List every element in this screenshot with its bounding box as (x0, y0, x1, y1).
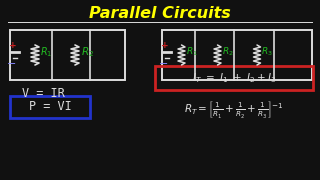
Bar (155, 66, 313, 90)
Text: P = VI: P = VI (28, 100, 71, 114)
Text: $I_T\ =\ I_1\ +\ I_2 + I_3$: $I_T\ =\ I_1\ +\ I_2 + I_3$ (192, 71, 276, 85)
Text: $R_2$: $R_2$ (81, 45, 94, 59)
Bar (10, 96, 90, 118)
Bar (162, 30, 312, 80)
Text: −: − (7, 59, 17, 69)
Text: $R_T = \left[\frac{1}{R_1}+\frac{1}{R_2}+\frac{1}{R_3}\right]^{-1}$: $R_T = \left[\frac{1}{R_1}+\frac{1}{R_2}… (184, 100, 284, 120)
Text: +: + (9, 42, 17, 51)
Text: $R_1$: $R_1$ (186, 46, 197, 58)
Bar (10, 30, 125, 80)
Text: $R_3$: $R_3$ (261, 46, 273, 58)
Text: −: − (159, 59, 169, 69)
Text: $R_1$: $R_1$ (40, 45, 52, 59)
Text: V = IR: V = IR (22, 87, 65, 100)
Text: +: + (161, 42, 169, 51)
Text: Parallel Circuits: Parallel Circuits (89, 6, 231, 21)
Text: $R_2$: $R_2$ (221, 46, 233, 58)
